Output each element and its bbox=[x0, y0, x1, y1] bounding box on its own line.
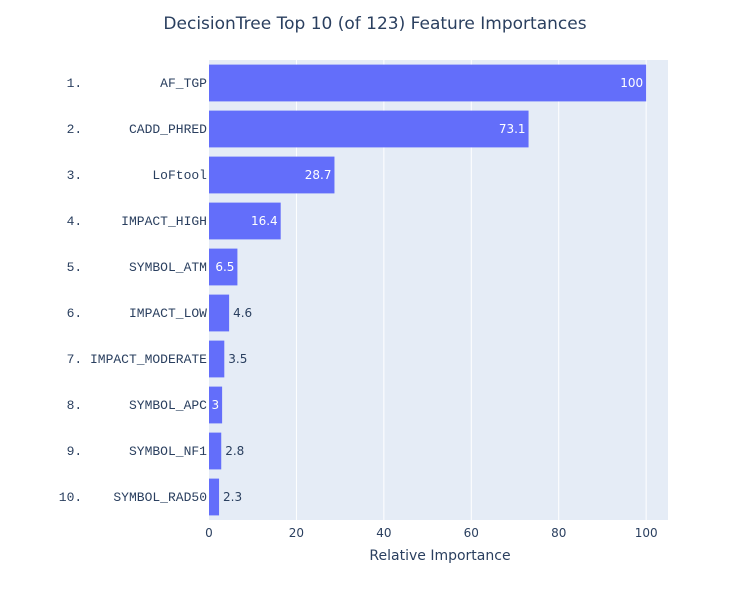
data-label: 73.1 bbox=[499, 122, 526, 136]
bar bbox=[209, 64, 647, 102]
bar bbox=[209, 202, 281, 240]
category-label: 2. CADD_PHRED bbox=[67, 122, 208, 137]
x-tick-label: 60 bbox=[464, 526, 479, 540]
data-label: 3.5 bbox=[228, 352, 247, 366]
data-labels: 100 73.1 28.7 16.4 6.5 4.6 3.5 3 2.8 2.3 bbox=[211, 76, 643, 504]
category-labels: 1. AF_TGP 2. CADD_PHRED 3. LoFtool 4. IMPAC… bbox=[59, 76, 207, 505]
x-tick-label: 40 bbox=[376, 526, 391, 540]
data-label: 2.8 bbox=[225, 444, 244, 458]
x-tick-label: 100 bbox=[635, 526, 658, 540]
category-label: 7. IMPACT_MODERATE bbox=[67, 352, 208, 367]
data-label: 16.4 bbox=[251, 214, 278, 228]
category-label: 9. SYMBOL_NF1 bbox=[67, 444, 208, 459]
bar bbox=[209, 432, 222, 470]
x-tick-label: 0 bbox=[205, 526, 213, 540]
bar bbox=[209, 110, 529, 148]
x-axis-title: Relative Importance bbox=[369, 548, 510, 564]
data-label: 2.3 bbox=[223, 490, 242, 504]
category-label: 10. SYMBOL_RAD50 bbox=[59, 490, 207, 505]
x-tick-label: 20 bbox=[289, 526, 304, 540]
x-tick-labels: 0 20 40 60 80 100 bbox=[205, 526, 657, 540]
data-label: 6.5 bbox=[215, 260, 234, 274]
data-label: 100 bbox=[620, 76, 643, 90]
bar bbox=[209, 294, 230, 332]
category-label: 4. IMPACT_HIGH bbox=[67, 214, 207, 229]
bar bbox=[209, 156, 335, 194]
bar bbox=[209, 478, 220, 516]
chart-title: DecisionTree Top 10 (of 123) Feature Imp… bbox=[163, 14, 586, 34]
category-label: 1. AF_TGP bbox=[67, 76, 208, 91]
x-tick-label: 80 bbox=[551, 526, 566, 540]
bar bbox=[209, 340, 225, 378]
category-label: 3. LoFtool bbox=[67, 168, 208, 183]
data-label: 4.6 bbox=[233, 306, 252, 320]
category-label: 8. SYMBOL_APC bbox=[67, 398, 208, 413]
bars bbox=[209, 64, 647, 516]
bar bbox=[209, 386, 223, 424]
bar bbox=[209, 248, 238, 286]
category-label: 5. SYMBOL_ATM bbox=[67, 260, 207, 275]
category-label: 6. IMPACT_LOW bbox=[67, 306, 208, 321]
data-label: 3 bbox=[211, 398, 219, 412]
data-label: 28.7 bbox=[305, 168, 332, 182]
